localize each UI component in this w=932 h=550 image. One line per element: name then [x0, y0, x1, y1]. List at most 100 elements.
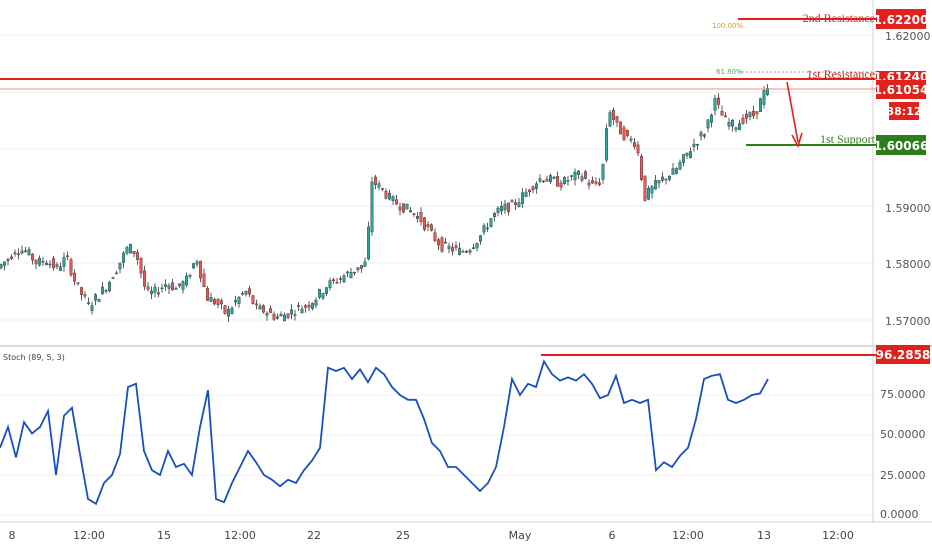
candle-body [584, 171, 587, 179]
candle-body [559, 182, 563, 188]
candle-body [125, 247, 129, 254]
candle-body [188, 275, 192, 277]
candle-body [300, 308, 304, 314]
candle-body [38, 258, 41, 266]
candle-body [524, 191, 528, 197]
time-axis: 8 12:00 15 12:00 22 25 May 6 12:00 13 12… [9, 529, 854, 542]
candle-body [87, 302, 90, 304]
candle-body [654, 180, 657, 190]
candle-body [192, 263, 195, 269]
candle-body [507, 202, 510, 213]
candle-body [31, 253, 34, 261]
stoch-tick-2: 50.0000 [880, 428, 926, 441]
candle-body [615, 116, 619, 123]
candle-body [160, 287, 164, 290]
current-price-tag-text: 1.61054 [874, 83, 929, 97]
candle-body [314, 299, 318, 306]
candle-body [647, 187, 650, 200]
candle-body [444, 241, 447, 244]
candle-body [440, 237, 444, 252]
candle-body [48, 263, 52, 266]
candle-body [542, 180, 545, 183]
candle-body [692, 143, 696, 147]
candle-body [521, 192, 524, 204]
candle-body [759, 98, 762, 112]
candle-body [55, 264, 59, 267]
resistance1-label: 1st Resistance [807, 67, 875, 81]
price-tick-1: 1.62000 [885, 30, 931, 43]
candle-body [339, 278, 342, 280]
candle-body [517, 202, 521, 207]
candle-body [237, 296, 241, 304]
candle-body [619, 121, 622, 135]
candle-body [486, 227, 489, 230]
candle-body [591, 180, 594, 184]
candle-body [293, 314, 297, 316]
candle-body [258, 305, 262, 310]
candle-body [167, 285, 171, 289]
candle-body [269, 308, 272, 313]
candle-body [325, 287, 328, 294]
candle-body [682, 154, 685, 163]
candle-body [370, 181, 374, 233]
candle-body [360, 265, 363, 269]
candle-body [545, 178, 549, 182]
candle-body [398, 206, 402, 211]
candle-body [643, 175, 647, 201]
candle-body [384, 191, 388, 199]
candle-body [335, 281, 339, 284]
candle-body [377, 183, 381, 188]
candle-body [720, 111, 724, 116]
candle-body [276, 316, 279, 319]
candle-body [503, 203, 507, 211]
resistance2-tag-text: 1.62200 [874, 13, 929, 27]
price-tick-2: 1.59000 [885, 202, 931, 215]
candle-body [381, 188, 384, 190]
candle-body [510, 200, 514, 203]
candle-body [272, 313, 276, 320]
candle-body [500, 206, 503, 212]
stoch-value-tag-text: 96.2858 [876, 348, 931, 362]
candle-body [143, 270, 146, 287]
candle-body [353, 271, 356, 274]
price-tick-4: 1.57000 [885, 315, 931, 328]
candle-body [713, 98, 717, 111]
candle-body [696, 144, 699, 146]
candle-body [178, 283, 181, 287]
candle-body [570, 175, 573, 177]
stoch-tick-1: 75.0000 [880, 388, 926, 401]
candle-body [17, 253, 20, 255]
candle-body [27, 249, 31, 255]
candle-body [426, 224, 430, 228]
candle-body [83, 294, 87, 297]
time-tick-4: 12:00 [224, 529, 256, 542]
candle-body [230, 307, 234, 314]
time-tick-6: 25 [396, 529, 410, 542]
candle-body [629, 138, 633, 141]
candle-body [185, 275, 188, 286]
candle-body [496, 207, 500, 213]
candle-body [41, 260, 45, 263]
candle-body [356, 267, 360, 270]
time-tick-5: 22 [307, 529, 321, 542]
countdown-tag-text: 38:12 [886, 105, 921, 118]
candle-body [573, 171, 577, 181]
candle-body [752, 110, 755, 117]
candle-body [157, 292, 160, 295]
candle-body [164, 284, 167, 287]
candle-body [717, 97, 720, 105]
candle-body [206, 288, 209, 301]
candle-body [363, 261, 367, 267]
stoch-line [0, 359, 769, 506]
candle-body [265, 313, 269, 316]
candle-body [482, 225, 486, 233]
stoch-title: Stoch (89, 5, 3) [3, 353, 65, 362]
candle-body [146, 286, 150, 290]
support1-label: 1st Support [820, 132, 876, 146]
candle-body [318, 289, 321, 298]
candle-body [748, 112, 752, 117]
candle-body [468, 249, 472, 253]
candle-body [367, 226, 370, 260]
candle-body [423, 217, 426, 230]
